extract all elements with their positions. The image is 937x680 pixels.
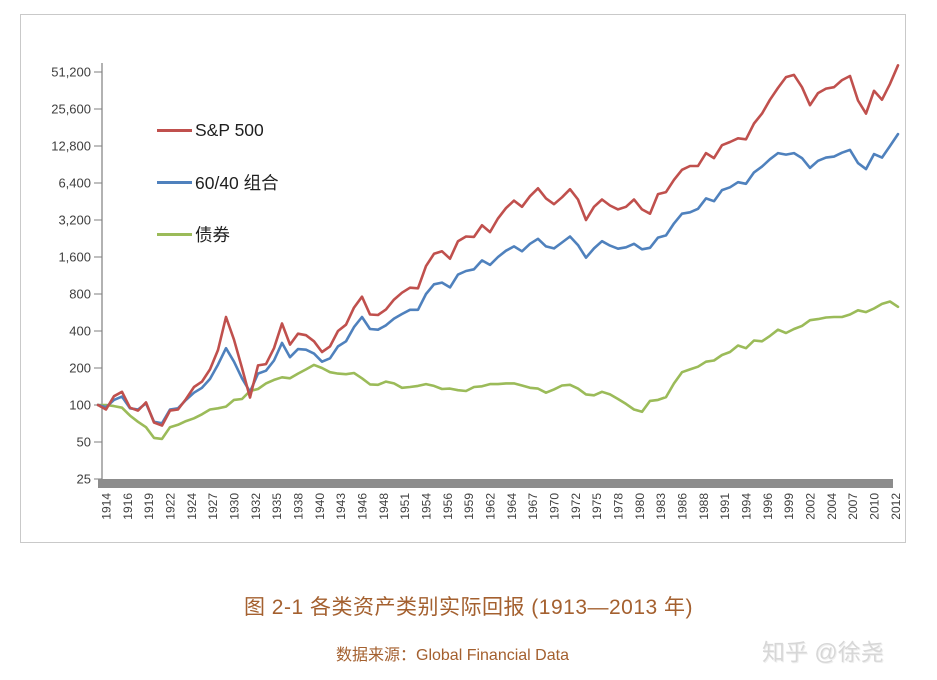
- x-axis-tick-label: 1964: [505, 493, 519, 520]
- x-axis-tick-label: 1916: [121, 493, 135, 520]
- x-axis-tick-label: 1996: [761, 493, 775, 520]
- x-axis-tick-label: 2007: [846, 493, 860, 520]
- watermark: 知乎 @徐尧: [762, 639, 884, 665]
- legend-label-sp500: S&P 500: [195, 119, 264, 140]
- x-axis-tick-label: 1970: [548, 493, 562, 520]
- series-line-6040: [96, 132, 900, 425]
- x-axis-tick-label: 1994: [740, 493, 754, 520]
- x-axis-tick-label: 1951: [398, 493, 412, 520]
- x-axis-tick-label: 1932: [249, 493, 263, 520]
- y-axis-tick-label: 800: [69, 287, 91, 302]
- series-line-sp500: [96, 63, 900, 427]
- x-axis-tick-label: 1940: [313, 493, 327, 520]
- x-axis-tick-label: 1946: [356, 493, 370, 520]
- x-axis-tick-label: 1978: [612, 493, 626, 520]
- x-axis-tick-label: 1962: [484, 493, 498, 520]
- y-axis-tick-label: 100: [69, 398, 91, 413]
- x-axis-tick-label: 1956: [441, 493, 455, 520]
- legend-item-6040: 60/40 组合: [157, 169, 279, 195]
- x-axis-tick-label: 2012: [889, 493, 903, 520]
- x-axis-tick-label: 1935: [270, 493, 284, 520]
- y-axis-tick-label: 25: [77, 472, 91, 487]
- x-axis-tick-label: 1943: [334, 493, 348, 520]
- y-axis-tick-label: 400: [69, 324, 91, 339]
- y-axis-tick-label: 6,400: [58, 176, 91, 191]
- y-axis-tick-label: 50: [77, 435, 91, 450]
- x-axis-tick-label: 2010: [868, 493, 882, 520]
- x-axis-tick-label: 1922: [164, 493, 178, 520]
- chart-figure: 51,200 25,600 12,800 6,400 3,200 1,600 800 400 2…: [20, 14, 906, 543]
- x-axis-tick-label: 1927: [206, 493, 220, 520]
- x-axis-tick-label: 1919: [142, 493, 156, 520]
- x-axis-tick-label: 1954: [420, 493, 434, 520]
- x-axis-tick-label: 2004: [825, 493, 839, 520]
- bonds-line-swatch: [157, 232, 192, 236]
- y-axis-tick-label: 51,200: [51, 65, 91, 80]
- x-axis-bar: [98, 479, 893, 488]
- chart-caption: 图 2-1 各类资产类别实际回报 (1913—2013 年): [243, 596, 694, 619]
- y-axis-tick-label: 1,600: [58, 250, 91, 265]
- legend: S&P 500 60/40 组合 债券: [157, 117, 279, 273]
- x-axis-tick-label: 1967: [526, 493, 540, 520]
- y-axis-tick-label: 12,800: [51, 139, 91, 154]
- legend-label-bonds: 债券: [195, 224, 230, 245]
- x-axis-tick-label: 1986: [676, 493, 690, 520]
- x-axis-tick-label: 1938: [292, 493, 306, 520]
- x-axis-tick-label: 1948: [377, 493, 391, 520]
- x-axis-tick-label: 1983: [654, 493, 668, 520]
- legend-item-bonds: 债券: [157, 221, 279, 247]
- x-axis-tick-label: 1988: [697, 493, 711, 520]
- x-axis-tick-label: 1914: [100, 493, 114, 520]
- portfolio-6040-line-swatch: [157, 180, 192, 184]
- x-axis-tick-label: 1930: [228, 493, 242, 520]
- legend-item-sp500: S&P 500: [157, 117, 279, 143]
- x-axis-tick-label: 1975: [590, 493, 604, 520]
- x-axis-tick-label: 2002: [804, 493, 818, 520]
- x-axis-tick-label: 1972: [569, 493, 583, 520]
- sp500-line-swatch: [157, 128, 192, 132]
- x-axis-tick-label: 1924: [185, 493, 199, 520]
- x-axis-tick-label: 1980: [633, 493, 647, 520]
- y-axis-tick-label: 3,200: [58, 213, 91, 228]
- chart-canvas: 51,200 25,600 12,800 6,400 3,200 1,600 800 400 2…: [51, 63, 903, 520]
- legend-label-6040: 60/40 组合: [195, 172, 279, 193]
- y-axis-tick-label: 200: [69, 361, 91, 376]
- y-axis-tick-label: 25,600: [51, 102, 91, 117]
- x-axis-tick-label: 1999: [782, 493, 796, 520]
- series-line-bonds: [96, 300, 900, 441]
- x-axis-tick-label: 1991: [718, 493, 732, 520]
- x-axis-tick-label: 1959: [462, 493, 476, 520]
- data-source: 数据来源：Global Financial Data: [336, 647, 569, 664]
